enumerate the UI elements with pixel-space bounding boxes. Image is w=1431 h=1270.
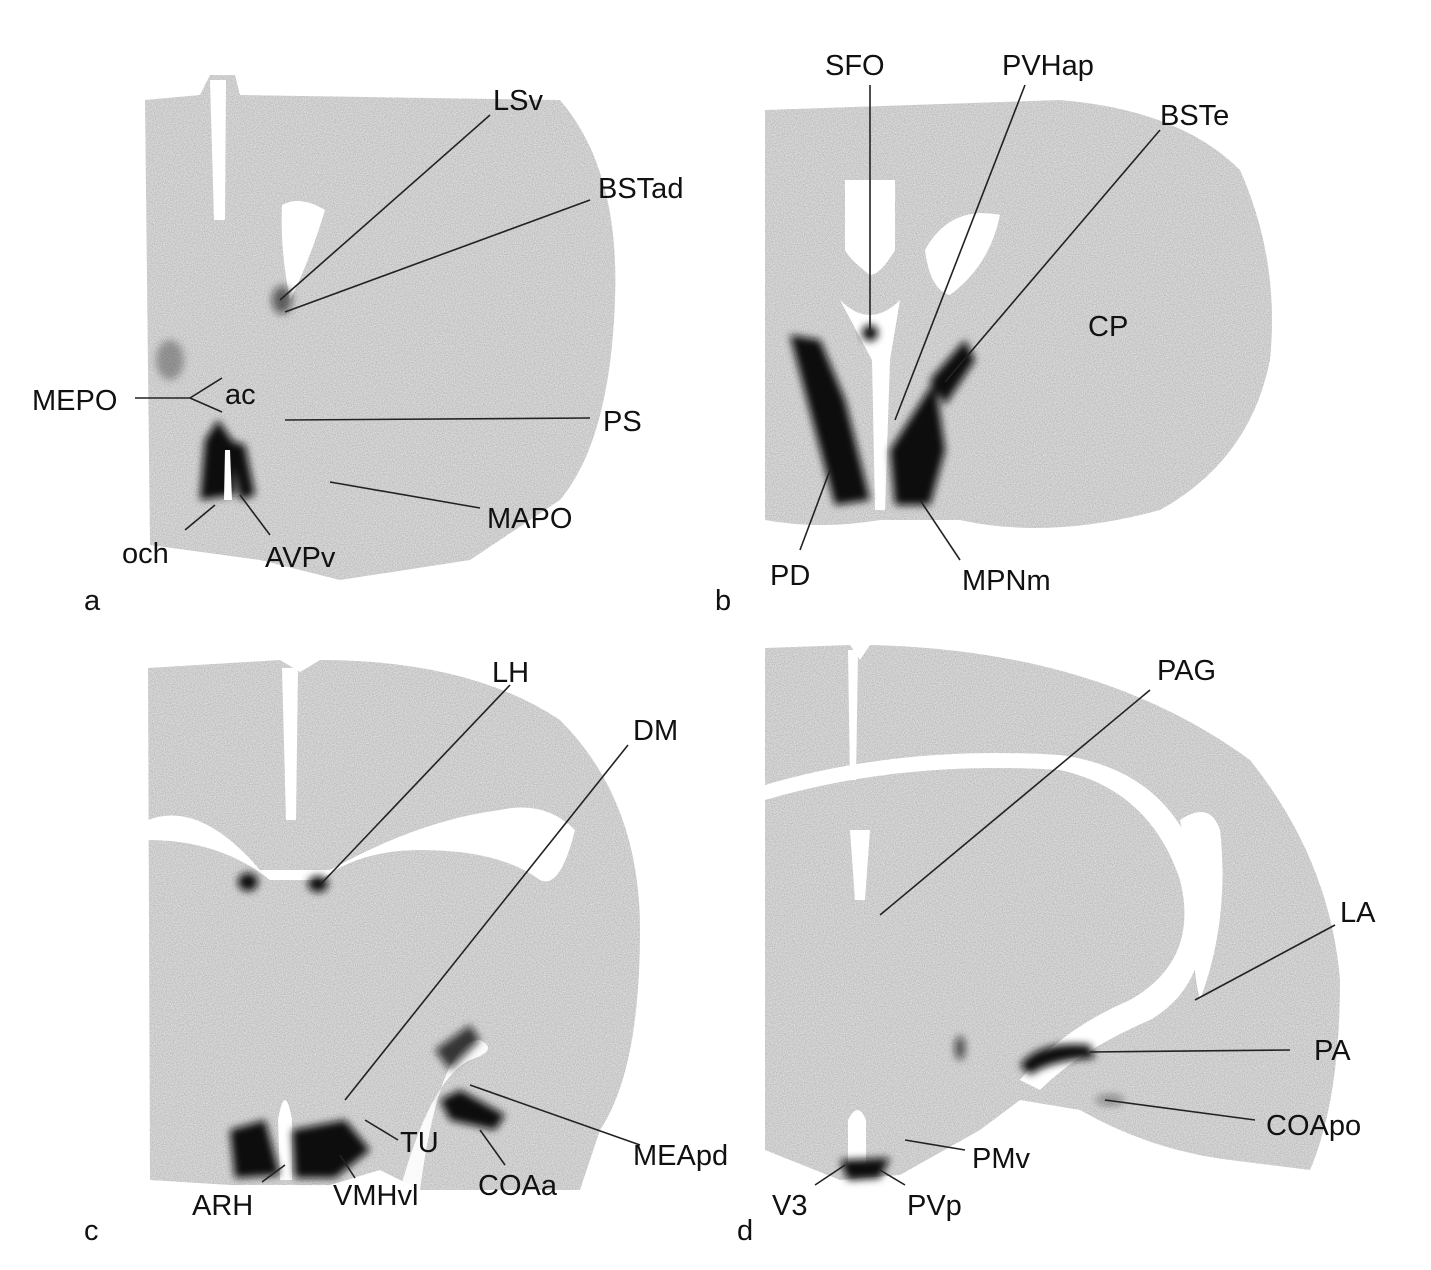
label-BSTe: BSTe [1160, 100, 1229, 132]
panel-letter-a: a [84, 585, 101, 617]
label-PVHap: PVHap [1002, 50, 1094, 82]
label-PS: PS [603, 406, 642, 438]
label-LH: LH [492, 657, 529, 689]
panel-c: LH DM TU ARH VMHvl COAa MEApd c [84, 657, 728, 1247]
label-DM: DM [633, 715, 678, 747]
panel-letter-d: d [737, 1215, 753, 1247]
panel-d: PAG LA PA COApo PMv V3 PVp d [737, 645, 1376, 1247]
panel-a: LSv BSTad MEPO ac PS MAPO och AVPv a [32, 75, 683, 617]
label-V3: V3 [772, 1190, 807, 1222]
label-MEPO: MEPO [32, 385, 117, 417]
label-PAG: PAG [1157, 655, 1216, 687]
label-PD: PD [770, 560, 810, 592]
label-VMHvl: VMHvl [333, 1180, 418, 1212]
label-ARH: ARH [192, 1190, 253, 1222]
label-PMv: PMv [972, 1143, 1031, 1175]
label-och: och [122, 538, 169, 570]
panel-b: SFO PVHap BSTe CP PD MPNm b [715, 50, 1272, 617]
panel-letter-b: b [715, 585, 731, 617]
label-COApo: COApo [1266, 1110, 1361, 1142]
label-CP: CP [1088, 311, 1128, 343]
label-ac: ac [225, 379, 256, 411]
label-LA: LA [1340, 897, 1376, 929]
label-AVPv: AVPv [265, 542, 336, 574]
label-SFO: SFO [825, 50, 885, 82]
panel-letter-c: c [84, 1215, 99, 1247]
label-MEApd: MEApd [633, 1140, 728, 1172]
label-COAa: COAa [478, 1170, 558, 1202]
label-BSTad: BSTad [598, 173, 683, 205]
label-TU: TU [400, 1127, 439, 1159]
label-PA: PA [1314, 1035, 1351, 1067]
label-PVp: PVp [907, 1190, 962, 1222]
label-MPNm: MPNm [962, 565, 1051, 597]
label-MAPO: MAPO [487, 503, 572, 535]
label-LSv: LSv [493, 85, 543, 117]
